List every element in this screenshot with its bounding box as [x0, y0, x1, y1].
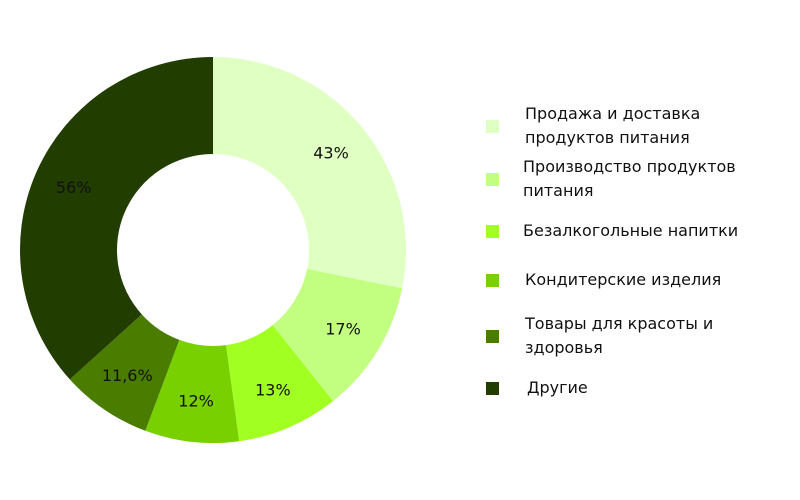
legend-swatch	[486, 273, 499, 287]
legend-label: Кондитерские изделия	[525, 270, 722, 289]
legend-label: Производство продуктов питания	[523, 157, 736, 200]
legend-item: Товары для красоты и здоровья	[486, 312, 765, 360]
legend-item: Продажа и доставка продуктов питания	[486, 102, 765, 150]
donut-slice	[145, 339, 240, 443]
legend-item: Производство продуктов питания	[486, 155, 763, 203]
legend-swatch	[486, 119, 499, 133]
legend-swatch	[486, 329, 499, 343]
data-label: 13%	[255, 380, 291, 399]
data-label: 56%	[56, 178, 92, 197]
donut-slice	[69, 314, 180, 431]
data-label: 11,6%	[102, 366, 153, 385]
donut-slice	[226, 325, 334, 442]
legend-item: Безалкогольные напитки	[486, 219, 783, 243]
legend-item: Другие	[486, 376, 767, 400]
donut-slice	[20, 57, 214, 380]
legend-item: Кондитерские изделия	[486, 268, 765, 292]
legend-swatch	[486, 172, 499, 186]
legend-label: Безалкогольные напитки	[523, 221, 739, 240]
data-label: 43%	[313, 143, 349, 162]
legend-swatch	[486, 224, 499, 238]
legend-label: Другие	[527, 378, 588, 397]
legend-label: Продажа и доставка продуктов питания	[525, 104, 701, 147]
donut-slice	[213, 57, 406, 289]
data-label: 17%	[325, 320, 361, 339]
data-label: 12%	[178, 392, 214, 411]
legend-swatch	[486, 381, 499, 395]
legend-label: Товары для красоты и здоровья	[525, 314, 714, 357]
donut-slice	[272, 269, 403, 402]
